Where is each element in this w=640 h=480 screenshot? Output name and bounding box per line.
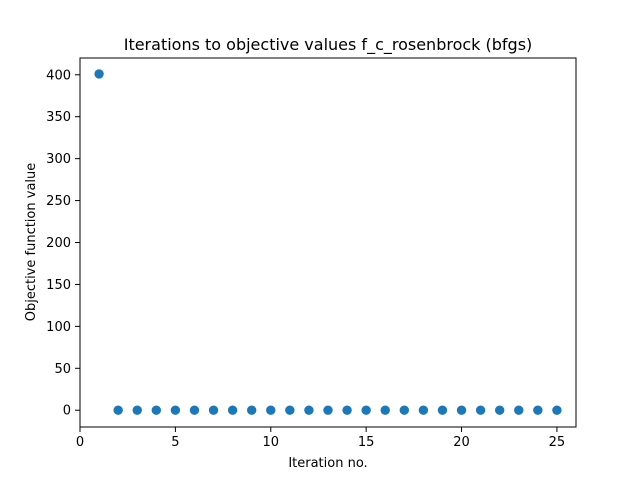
data-point: [132, 405, 142, 415]
data-point: [399, 405, 410, 415]
data-point: [418, 405, 429, 415]
x-tick-label: 5: [171, 435, 179, 450]
data-point: [113, 405, 123, 415]
y-tick-label: 100: [46, 320, 71, 335]
data-point: [342, 405, 352, 415]
data-point: [361, 405, 371, 415]
y-tick-label: 150: [46, 278, 71, 293]
y-axis-label: Objective function value: [24, 163, 39, 322]
data-point: [456, 405, 467, 415]
y-tick-label: 200: [46, 236, 71, 251]
data-point: [475, 405, 486, 415]
data-point: [227, 405, 238, 415]
data-point: [246, 405, 257, 415]
x-tick-label: 20: [453, 435, 470, 450]
data-point: [208, 405, 219, 415]
x-tick-label: 15: [358, 435, 375, 450]
data-point: [285, 405, 295, 415]
x-axis-label: Iteration no.: [288, 456, 367, 471]
y-tick-label: 50: [54, 362, 71, 377]
data-point: [151, 405, 162, 415]
x-tick-label: 10: [262, 435, 279, 450]
y-tick-label: 350: [46, 110, 71, 125]
data-point: [552, 405, 562, 415]
data-point: [494, 405, 505, 415]
data-point: [266, 405, 276, 415]
data-point: [533, 405, 543, 415]
data-point: [323, 405, 333, 415]
data-point: [304, 405, 314, 415]
x-tick-label: 0: [76, 435, 84, 450]
chart-title: Iterations to objective values f_c_rosen…: [124, 35, 533, 55]
data-point: [170, 405, 181, 415]
y-tick-label: 400: [46, 68, 71, 83]
y-tick-label: 0: [63, 404, 71, 419]
data-point: [437, 405, 448, 415]
x-tick-label: 25: [549, 435, 566, 450]
data-point: [380, 405, 390, 415]
data-point: [514, 405, 524, 415]
data-point: [189, 405, 200, 415]
y-tick-label: 300: [46, 152, 71, 167]
y-tick-label: 250: [46, 194, 71, 209]
data-point: [94, 69, 104, 79]
